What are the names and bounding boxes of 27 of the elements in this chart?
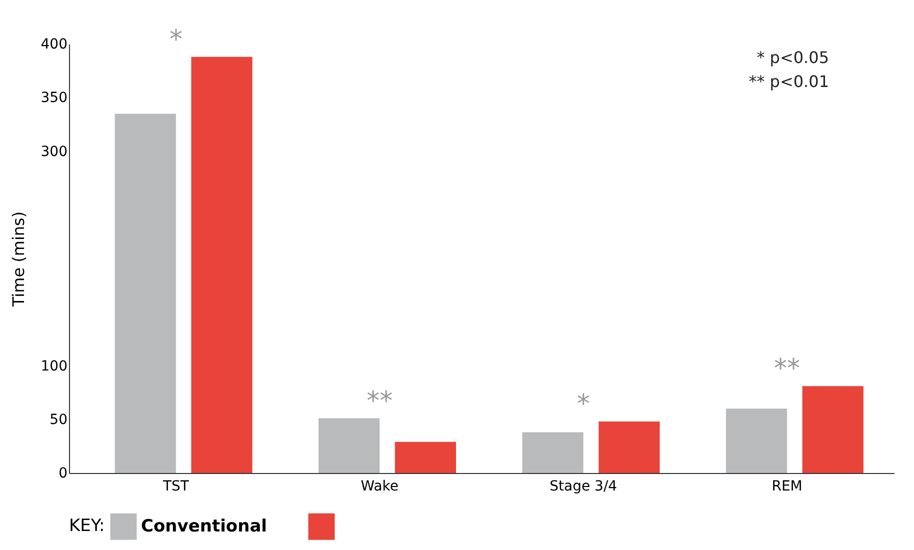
y-tick-label: 400	[40, 36, 68, 52]
x-tick-label: Stage 3/4	[550, 478, 618, 494]
annotation: *	[169, 24, 182, 55]
legend-title: KEY:	[69, 516, 105, 536]
x-tick-label: TST	[162, 478, 190, 494]
y-tick-label: 0	[58, 466, 68, 482]
y-axis-title: Time (mins)	[8, 211, 28, 308]
x-tick-label: Wake	[360, 478, 399, 494]
bar	[318, 418, 380, 473]
annotation: **	[774, 354, 800, 384]
legend-label: Conventional	[141, 516, 268, 537]
bar	[598, 422, 660, 473]
annotation: *	[576, 390, 590, 420]
y-tick-label: 50	[50, 412, 68, 428]
bar	[191, 56, 252, 473]
annotation: * p<0.05	[756, 48, 829, 67]
bar	[802, 386, 864, 473]
bar	[522, 432, 584, 473]
bar	[726, 408, 788, 473]
annotation: ** p<0.01	[748, 72, 829, 91]
y-tick-label: 300	[40, 144, 68, 160]
annotation: **	[366, 386, 393, 416]
y-tick-label: 350	[40, 90, 68, 106]
x-tick-label: REM	[772, 478, 802, 494]
y-tick-label: 100	[40, 358, 68, 374]
bar	[114, 114, 176, 473]
bar	[394, 442, 456, 473]
